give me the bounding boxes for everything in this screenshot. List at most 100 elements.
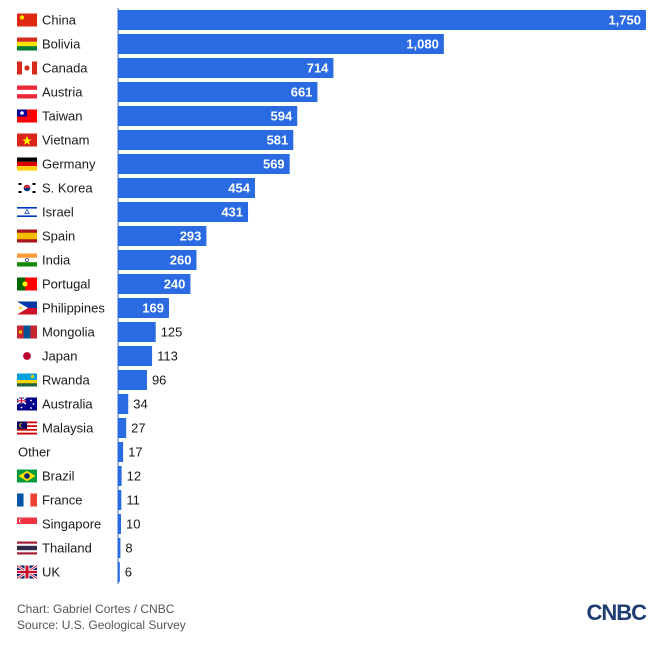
portugal-flag-icon — [17, 277, 37, 291]
category-label: Australia — [42, 397, 93, 412]
bar — [118, 226, 207, 246]
chart-source: Source: U.S. Geological Survey — [17, 618, 186, 632]
value-label: 12 — [127, 469, 141, 484]
category-label: Spain — [42, 229, 75, 244]
bar — [118, 562, 120, 582]
bar-row: China 1,750 — [17, 10, 646, 30]
cnbc-logo: CNBC — [586, 600, 647, 625]
category-label: Bolivia — [42, 37, 81, 52]
bar-row: Singapore 10 — [17, 514, 140, 534]
bar-row: Spain 293 — [17, 226, 207, 246]
value-label: 240 — [164, 277, 186, 292]
bar — [118, 130, 294, 150]
value-label: 581 — [267, 133, 289, 148]
value-label: 11 — [126, 493, 139, 508]
bar-row: Canada 714 — [17, 58, 334, 78]
israel-flag-icon — [17, 205, 37, 219]
category-label: Israel — [42, 205, 74, 220]
bar — [118, 466, 122, 486]
value-label: 10 — [126, 517, 140, 532]
japan-flag-icon — [17, 349, 37, 363]
canada-flag-icon — [17, 61, 37, 75]
value-label: 714 — [307, 61, 329, 76]
thailand-flag-icon — [17, 541, 37, 555]
category-label: UK — [42, 565, 60, 580]
bar-row: Brazil 12 — [17, 466, 141, 486]
bar-row: Germany 569 — [17, 154, 290, 174]
spain-flag-icon — [17, 229, 37, 243]
value-label: 293 — [180, 229, 202, 244]
category-label: India — [42, 253, 71, 268]
value-label: 125 — [161, 325, 183, 340]
bar — [118, 10, 646, 30]
category-label: Portugal — [42, 277, 91, 292]
bar-row: Rwanda 96 — [17, 370, 166, 390]
value-label: 1,080 — [406, 37, 439, 52]
bar — [118, 82, 318, 102]
value-label: 6 — [125, 565, 132, 580]
value-label: 661 — [291, 85, 313, 100]
value-label: 1,750 — [608, 13, 641, 28]
bar-row: Japan 113 — [17, 346, 178, 366]
bar-row: Other 17 — [18, 442, 143, 462]
category-label: Philippines — [42, 301, 105, 316]
bar-row: India 260 — [17, 250, 197, 270]
austria-flag-icon — [17, 85, 37, 99]
bar — [118, 178, 255, 198]
germany-flag-icon — [17, 157, 37, 171]
value-label: 260 — [170, 253, 192, 268]
category-label: Thailand — [42, 541, 92, 556]
bar — [118, 418, 127, 438]
china-flag-icon — [17, 13, 37, 27]
bar-row: Mongolia 125 — [17, 322, 182, 342]
category-label: Rwanda — [42, 373, 90, 388]
category-label: Austria — [42, 85, 83, 100]
bar-row: Malaysia 27 — [17, 418, 146, 438]
bar-row: France 11 — [17, 490, 140, 510]
bar — [118, 322, 156, 342]
bar — [118, 346, 153, 366]
value-label: 113 — [157, 349, 178, 364]
category-label: Vietnam — [42, 133, 89, 148]
bar — [118, 106, 298, 126]
category-label: Singapore — [42, 517, 101, 532]
category-label: Canada — [42, 61, 88, 76]
value-label: 431 — [221, 205, 243, 220]
value-label: 169 — [142, 301, 164, 316]
bar-row: Thailand 8 — [17, 538, 133, 558]
bar-row: Taiwan 594 — [17, 106, 298, 126]
category-label: Malaysia — [42, 421, 94, 436]
france-flag-icon — [17, 493, 37, 507]
category-label: Taiwan — [42, 109, 82, 124]
bar — [118, 370, 147, 390]
category-label: S. Korea — [42, 181, 93, 196]
bar — [118, 202, 249, 222]
bar-row: Austria 661 — [17, 82, 318, 102]
bar — [118, 490, 122, 510]
category-label: France — [42, 493, 82, 508]
uk-flag-icon — [16, 564, 38, 580]
bar — [118, 58, 334, 78]
india-flag-icon — [17, 253, 37, 267]
bar-row: S. Korea 454 — [17, 178, 255, 198]
australia-flag-icon — [16, 396, 37, 411]
malaysia-flag-icon — [17, 421, 37, 435]
value-label: 27 — [131, 421, 145, 436]
value-label: 8 — [125, 541, 132, 556]
bar-row: Philippines 169 — [17, 298, 169, 318]
value-label: 569 — [263, 157, 285, 172]
bar — [118, 442, 124, 462]
mongolia-flag-icon — [17, 325, 37, 339]
bolivia-flag-icon — [17, 37, 37, 51]
chart-credit: Chart: Gabriel Cortes / CNBC — [17, 602, 175, 616]
category-label: Other — [18, 445, 51, 460]
bar — [118, 514, 122, 534]
value-label: 34 — [133, 397, 147, 412]
bar-row: Portugal 240 — [17, 274, 191, 294]
bar-row: Australia 34 — [16, 394, 148, 414]
category-label: Brazil — [42, 469, 75, 484]
value-label: 594 — [271, 109, 293, 124]
bar — [118, 538, 121, 558]
philippines-flag-icon — [17, 301, 37, 315]
